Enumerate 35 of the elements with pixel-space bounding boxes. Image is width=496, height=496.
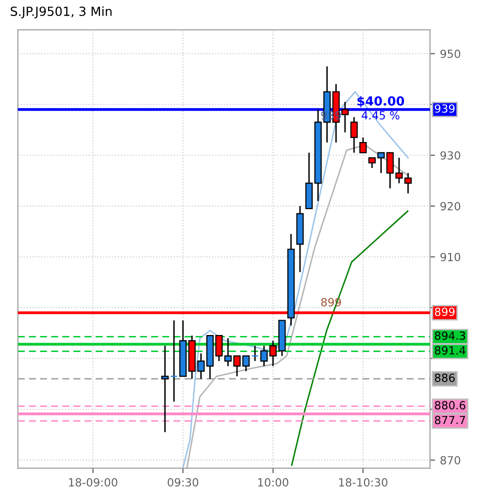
y-tick-label: 910 (440, 252, 460, 262)
line-series (182, 91, 409, 468)
candlestick (260, 345, 268, 367)
x-tick-label: 10:00 (258, 478, 288, 487)
annotation: 4.45 % (362, 111, 400, 120)
y-tick-label: 950 (440, 50, 460, 58)
ref-line-label: 939 (434, 104, 455, 113)
candlestick (170, 320, 178, 402)
ref-line-label: 877.7 (434, 416, 466, 424)
candlestick (341, 101, 349, 134)
x-tick-label: 18-09:00 (69, 478, 118, 487)
ref-line-label: 880.6 (434, 401, 466, 410)
ref-line-label: 886 (434, 374, 455, 382)
y-tick-label: 870 (440, 456, 460, 464)
ref-line-label: 891.4 (434, 346, 466, 355)
x-tick-label: 09:30 (168, 478, 198, 487)
candlestick (350, 116, 358, 154)
y-tick-label: 920 (440, 202, 460, 210)
candlestick (224, 337, 232, 367)
candlestick (215, 334, 223, 362)
x-tick-label: 18-10:30 (339, 478, 388, 487)
candlestick (242, 355, 250, 372)
candlestick (269, 340, 277, 367)
candlestick (161, 345, 169, 433)
candlestick (251, 345, 259, 362)
candlestick (197, 352, 205, 380)
candlestick (233, 355, 241, 377)
line-series (291, 210, 408, 466)
candlestick (359, 136, 367, 154)
annotation: $40.00 (357, 96, 404, 108)
ref-line-label: 899 (434, 308, 455, 316)
ref-line-label: 894.3 (434, 331, 466, 340)
chart-title: S.JP.J9501, 3 Min (10, 6, 112, 18)
annotation: 939 (321, 111, 341, 120)
y-tick-label: 930 (440, 151, 460, 160)
